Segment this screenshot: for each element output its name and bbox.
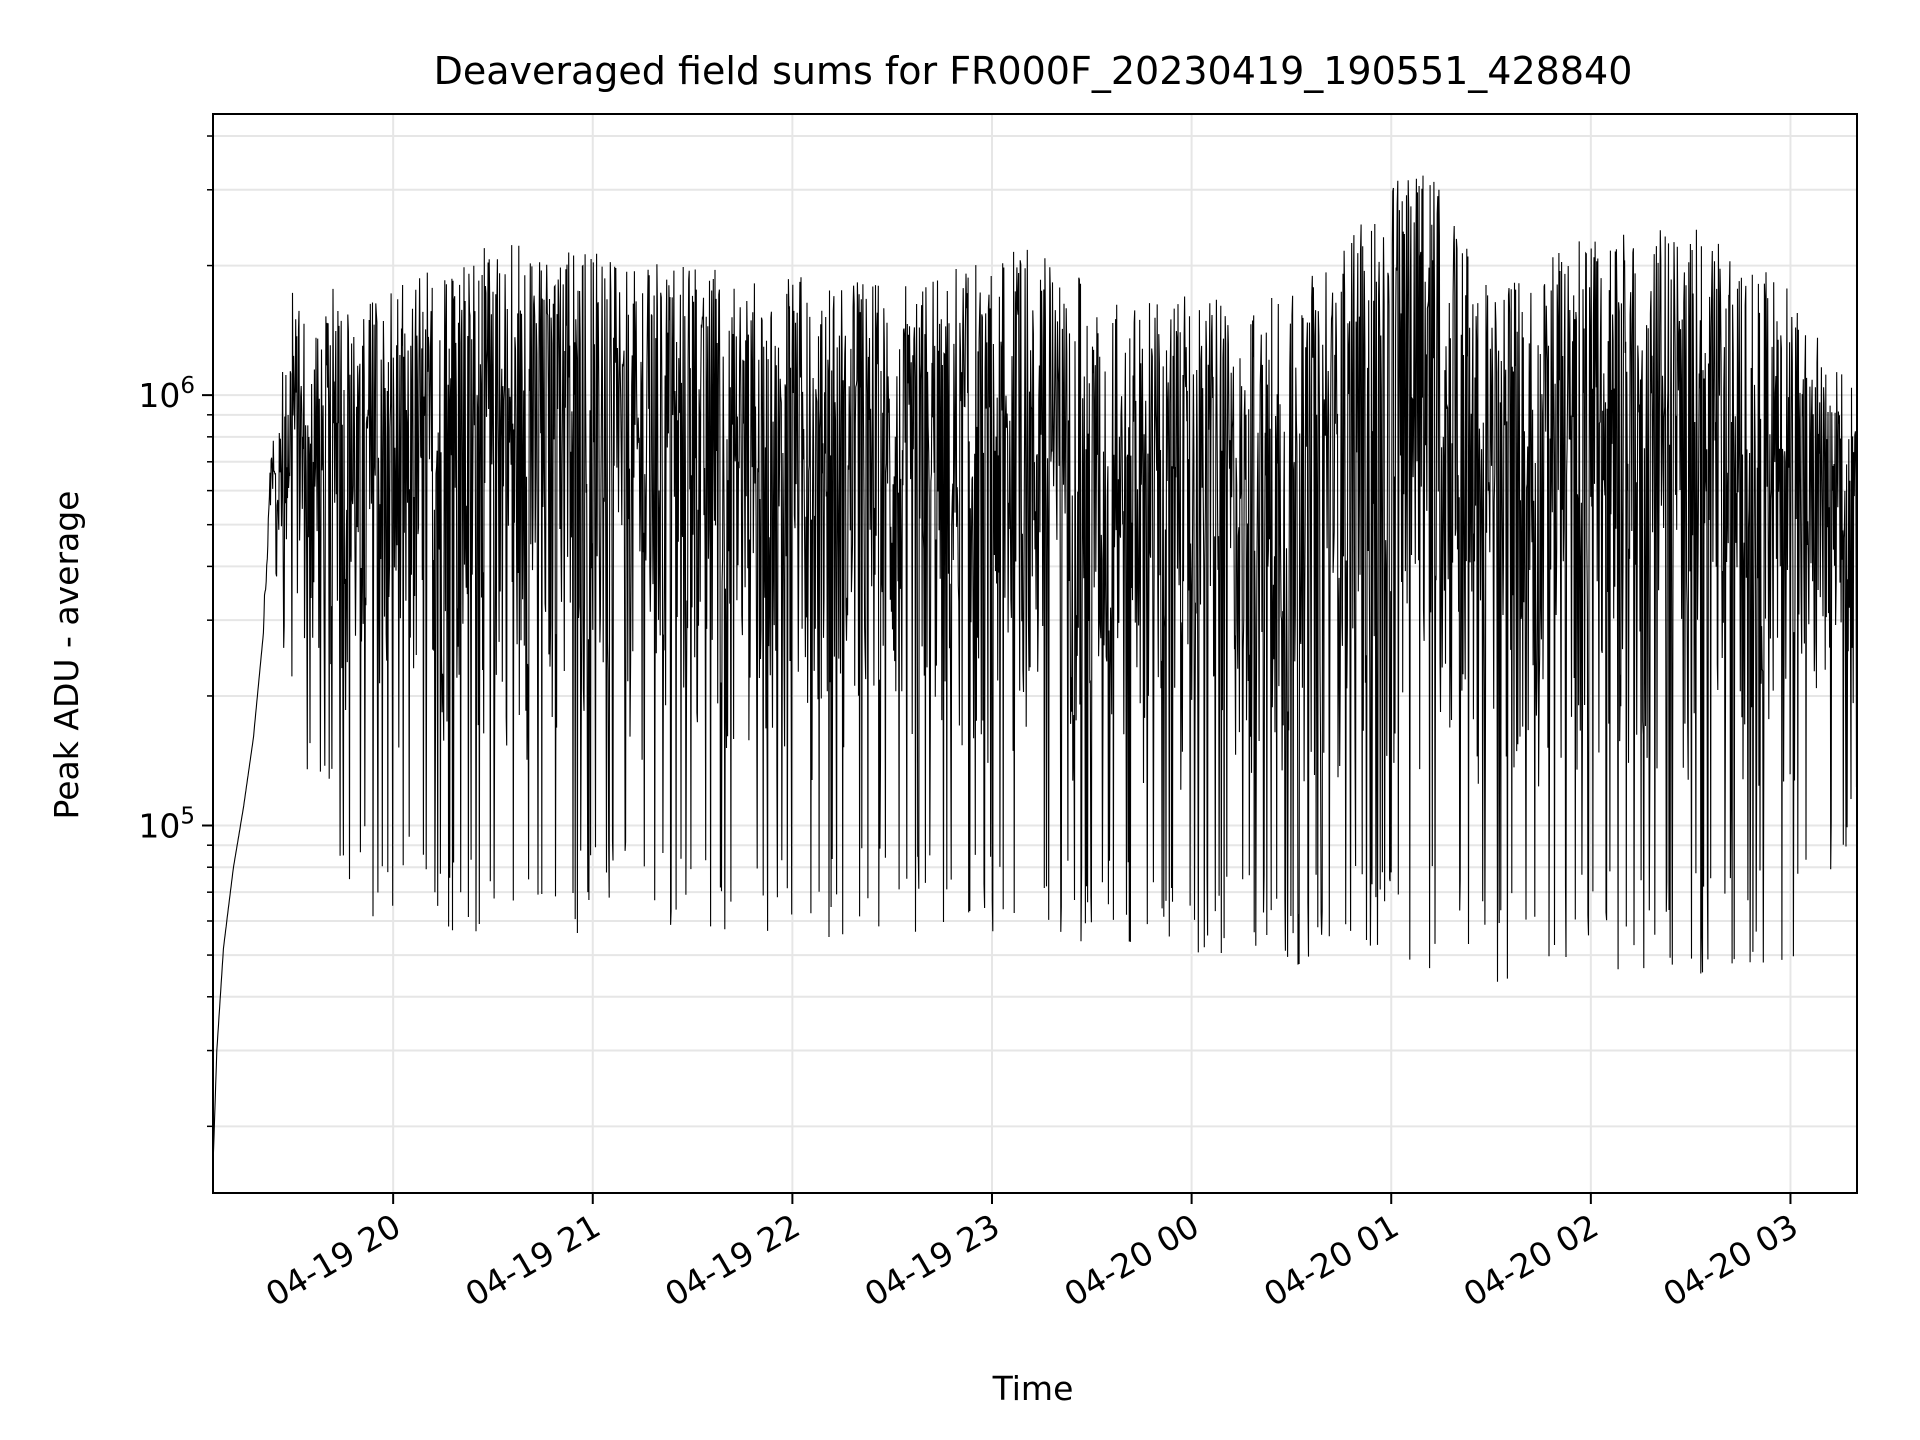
x-axis-label: Time bbox=[992, 1369, 1074, 1408]
tick-marks bbox=[202, 135, 1792, 1204]
y-axis-label: Peak ADU - average bbox=[47, 491, 86, 820]
plot-area bbox=[212, 175, 1858, 1169]
series-line bbox=[212, 175, 1858, 1169]
axes-frame bbox=[212, 113, 1858, 1194]
chart-title: Deaveraged field sums for FR000F_2023041… bbox=[434, 49, 1633, 93]
y-tick-label: 105 bbox=[138, 804, 195, 846]
y-tick-label: 106 bbox=[138, 373, 195, 415]
